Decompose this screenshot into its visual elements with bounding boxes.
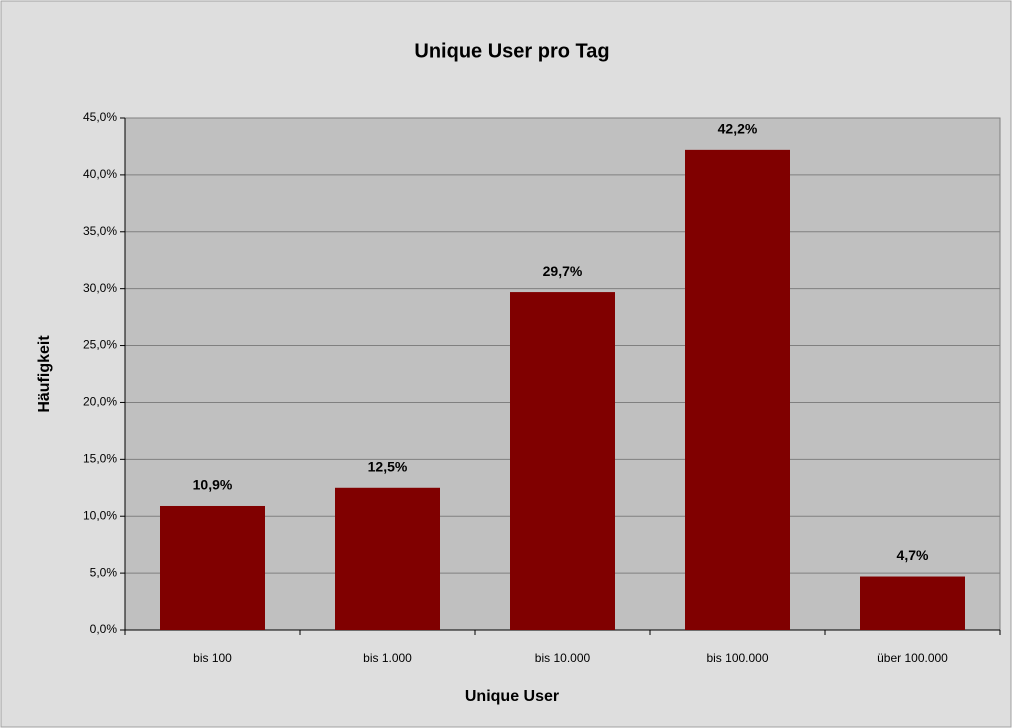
y-tick-label: 10,0% xyxy=(83,508,117,522)
y-tick-label: 30,0% xyxy=(83,281,117,295)
x-tick-label: über 100.000 xyxy=(877,651,948,665)
x-tick-label: bis 100 xyxy=(193,651,232,665)
data-label: 10,9% xyxy=(193,477,233,493)
data-label: 12,5% xyxy=(368,458,408,474)
y-tick-label: 0,0% xyxy=(90,622,118,636)
data-label: 42,2% xyxy=(718,121,758,137)
y-tick-label: 25,0% xyxy=(83,338,117,352)
y-axis-label: Häufigkeit xyxy=(36,335,53,413)
data-label: 4,7% xyxy=(897,547,929,563)
x-axis-label: Unique User xyxy=(465,688,559,705)
x-tick-label: bis 100.000 xyxy=(706,651,768,665)
chart-title: Unique User pro Tag xyxy=(414,40,609,62)
bar xyxy=(335,487,440,630)
x-tick-label: bis 1.000 xyxy=(363,651,412,665)
bar xyxy=(160,505,265,630)
y-tick-label: 45,0% xyxy=(83,110,117,124)
y-tick-label: 20,0% xyxy=(83,395,117,409)
x-tick-label: bis 10.000 xyxy=(535,651,591,665)
data-label: 29,7% xyxy=(543,263,583,279)
y-tick-label: 35,0% xyxy=(83,224,117,238)
y-tick-label: 5,0% xyxy=(90,565,118,579)
bar xyxy=(510,292,615,630)
bar xyxy=(860,576,965,630)
y-tick-label: 40,0% xyxy=(83,167,117,181)
bar xyxy=(685,149,790,630)
y-tick-label: 15,0% xyxy=(83,452,117,466)
